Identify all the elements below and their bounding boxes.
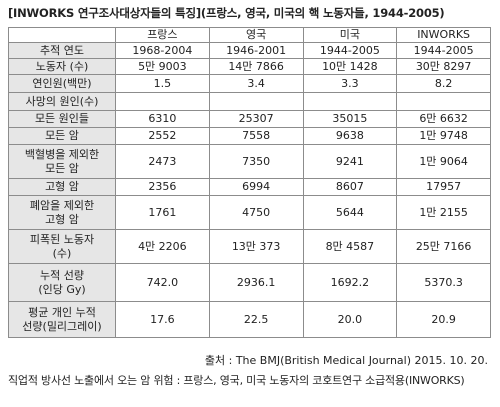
table-cell: 3.4: [208, 74, 304, 93]
row-label: 평균 개인 누적 선량(밀리그레이): [8, 301, 116, 338]
table-cell: 4만 2206: [115, 229, 210, 264]
section-label: 사망의 원인(수): [8, 92, 116, 111]
row-label: 모든 암: [8, 127, 116, 145]
table-cell: 6만 6632: [396, 110, 491, 128]
table-cell: 8.2: [396, 74, 491, 93]
row-label: 폐암을 제외한 고형 암: [8, 195, 116, 230]
table-cell: 742.0: [115, 263, 210, 302]
table-cell: 1.5: [115, 74, 210, 93]
row-label: 피폭된 노동자 (수): [8, 229, 116, 264]
table-row: 모든 암 2552 7558 9638 1만 9748: [8, 127, 491, 145]
table-cell-empty: [115, 92, 210, 111]
table-cell: 3.3: [302, 74, 398, 93]
header-cell-inworks: INWORKS: [396, 27, 491, 43]
table-row: 폐암을 제외한 고형 암 1761 4750 5644 1만 2155: [8, 195, 491, 230]
header-cell-empty: [8, 27, 116, 43]
table-cell: 2473: [115, 144, 210, 179]
table-cell: 17957: [396, 178, 491, 196]
table-cell: 1만 9748: [396, 127, 491, 145]
row-label: 연인원(백만): [8, 74, 116, 93]
table-row: 고형 암 2356 6994 8607 17957: [8, 178, 491, 196]
table-cell: 4750: [208, 195, 304, 230]
table-cell: 6994: [208, 178, 304, 196]
table-cell: 35015: [302, 110, 398, 128]
table-cell: 8607: [302, 178, 398, 196]
table-cell: 25307: [208, 110, 304, 128]
table-cell: 1761: [115, 195, 210, 230]
table-row: 노동자 (수) 5만 9003 14만 7866 10만 1428 30만 82…: [8, 58, 491, 75]
row-label: 추적 연도: [8, 42, 116, 59]
table-cell: 5644: [302, 195, 398, 230]
table-cell: 13만 373: [208, 229, 304, 264]
table-cell: 20.0: [302, 301, 398, 338]
table-row: 추적 연도 1968-2004 1946-2001 1944-2005 1944…: [8, 42, 491, 59]
table-cell: 17.6: [115, 301, 210, 338]
table-cell: 7350: [208, 144, 304, 179]
table-cell: 1만 9064: [396, 144, 491, 179]
table-cell: 1692.2: [302, 263, 398, 302]
caption-text: 직업적 방사선 노출에서 오는 암 위험 : 프랑스, 영국, 미국 노동자의 …: [8, 374, 465, 387]
table-cell: 8만 4587: [302, 229, 398, 264]
table-cell: 6310: [115, 110, 210, 128]
table-cell: 22.5: [208, 301, 304, 338]
table-cell-empty: [396, 92, 491, 111]
table-cell: 9638: [302, 127, 398, 145]
table-cell: 20.9: [396, 301, 491, 338]
table-row: 피폭된 노동자 (수) 4만 2206 13만 373 8만 4587 25만 …: [8, 229, 491, 264]
row-label: 노동자 (수): [8, 58, 116, 75]
table-cell: 2552: [115, 127, 210, 145]
row-label: 누적 선량 (인당 Gy): [8, 263, 116, 302]
table-cell: 2936.1: [208, 263, 304, 302]
table-cell: 10만 1428: [302, 58, 398, 75]
table-row: 평균 개인 누적 선량(밀리그레이) 17.6 22.5 20.0 20.9: [8, 301, 491, 338]
row-label: 고형 암: [8, 178, 116, 196]
row-label: 모든 원인들: [8, 110, 116, 128]
header-cell-uk: 영국: [208, 27, 304, 43]
table-cell-empty: [302, 92, 398, 111]
table-cell: 1만 2155: [396, 195, 491, 230]
table-cell: 14만 7866: [208, 58, 304, 75]
table-cell: 5만 9003: [115, 58, 210, 75]
source-note: 출처 : The BMJ(British Medical Journal) 20…: [204, 354, 488, 367]
table-title: [INWORKS 연구조사대상자들의 특징](프랑스, 영국, 미국의 핵 노동…: [8, 6, 445, 20]
data-table: 프랑스 영국 미국 INWORKS 추적 연도 1968-2004 1946-2…: [8, 27, 491, 338]
header-row: 프랑스 영국 미국 INWORKS: [8, 27, 491, 43]
table-row: 누적 선량 (인당 Gy) 742.0 2936.1 1692.2 5370.3: [8, 263, 491, 302]
table-cell: 25만 7166: [396, 229, 491, 264]
table-row: 모든 원인들 6310 25307 35015 6만 6632: [8, 110, 491, 128]
table-cell: 1944-2005: [396, 42, 491, 59]
header-cell-france: 프랑스: [115, 27, 210, 43]
table-cell: 30만 8297: [396, 58, 491, 75]
header-cell-usa: 미국: [302, 27, 398, 43]
table-cell: 7558: [208, 127, 304, 145]
table-cell: 1968-2004: [115, 42, 210, 59]
table-cell: 1944-2005: [302, 42, 398, 59]
table-row: 연인원(백만) 1.5 3.4 3.3 8.2: [8, 74, 491, 93]
table-cell: 2356: [115, 178, 210, 196]
table-cell: 5370.3: [396, 263, 491, 302]
row-label: 백혈병을 제외한 모든 암: [8, 144, 116, 179]
table-cell-empty: [208, 92, 304, 111]
table-cell: 1946-2001: [208, 42, 304, 59]
table-cell: 9241: [302, 144, 398, 179]
section-row: 사망의 원인(수): [8, 92, 491, 111]
table-row: 백혈병을 제외한 모든 암 2473 7350 9241 1만 9064: [8, 144, 491, 179]
